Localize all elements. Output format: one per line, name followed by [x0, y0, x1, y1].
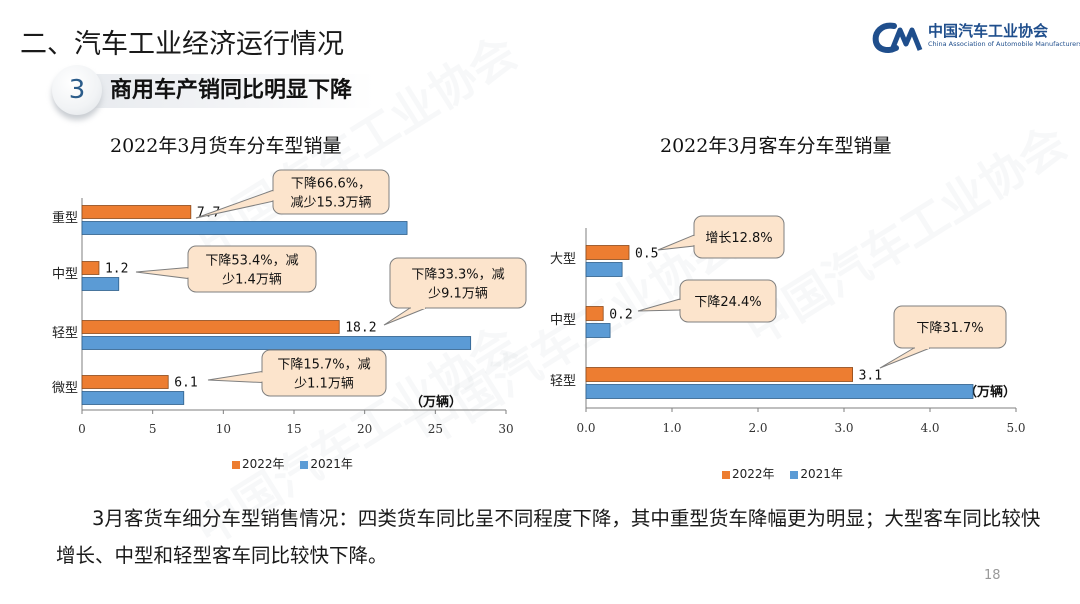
bus-callout-box — [893, 305, 1007, 349]
truck-category-label: 微型 — [52, 381, 78, 396]
section-title: 二、汽车工业经济运行情况 — [20, 29, 344, 60]
truck-callout-text: 下降15.7%，减 — [277, 358, 370, 373]
truck-callout-text: 少1.1万辆 — [294, 377, 354, 392]
bus-callout-text: 下降31.7% — [916, 321, 983, 336]
truck-callout-tail — [135, 266, 189, 280]
truck-category-label: 重型 — [52, 210, 78, 226]
bus-bar-2022 — [585, 367, 854, 382]
legend-swatch-2022 — [232, 460, 240, 469]
truck-x-tick-label: 15 — [286, 422, 301, 436]
truck-x-tick-label: 20 — [357, 422, 372, 436]
truck-callout-box — [389, 257, 527, 309]
truck-bar-2022 — [81, 205, 192, 219]
subsection-badge: 3 商用车产销同比明显下降 — [44, 62, 374, 120]
bus-category-label: 轻型 — [550, 374, 576, 389]
bus-data-label: 3.1 — [859, 369, 882, 384]
bus-x-tick-label: 4.0 — [920, 421, 939, 435]
truck-category-label: 轻型 — [52, 326, 78, 341]
page-number: 18 — [984, 568, 1001, 583]
bus-x-tick-label: 5.0 — [1006, 421, 1025, 435]
truck-chart-title: 2022年3月货车分车型销量 — [110, 135, 342, 157]
subsection-number: 3 — [52, 65, 102, 115]
summary-paragraph: 3月客货车细分车型销售情况：四类货车同比呈不同程度下降，其中重型货车降幅更为明显… — [56, 500, 1046, 574]
truck-bar-2022 — [81, 375, 169, 389]
bus-bar-2022 — [585, 306, 604, 321]
subsection-title: 商用车产销同比明显下降 — [110, 78, 353, 103]
logo: 中国汽车工业协会 China Association of Automobile… — [872, 18, 1080, 58]
bus-bar-2022 — [585, 245, 630, 260]
truck-callout-text: 少1.4万辆 — [222, 273, 282, 288]
truck-callout-text: 下降66.6%， — [291, 177, 371, 192]
truck-bar-2021 — [81, 221, 408, 235]
truck-bar-2022 — [81, 320, 340, 334]
truck-unit-label: （万辆） — [410, 394, 462, 410]
logo-name-cn: 中国汽车工业协会 — [928, 22, 1049, 40]
truck-x-tick-label: 25 — [428, 422, 443, 436]
truck-callout-tail — [195, 189, 274, 219]
truck-callout-tail — [383, 307, 427, 326]
legend-swatch-2022 — [722, 470, 730, 479]
bus-legend: 2022年 2021年 — [722, 465, 855, 482]
bus-callout-tail — [657, 234, 695, 251]
truck-x-tick-label: 5 — [149, 422, 157, 436]
bus-x-tick-label: 3.0 — [834, 421, 853, 435]
truck-bar-2021 — [81, 336, 472, 350]
truck-x-tick-label: 30 — [498, 422, 513, 436]
truck-legend: 2022年 2021年 — [232, 455, 365, 472]
legend-swatch-2021 — [790, 470, 799, 479]
truck-data-label: 6.1 — [174, 376, 197, 391]
truck-x-tick-label: 0 — [78, 422, 86, 436]
bus-bar-2021 — [585, 262, 623, 277]
bus-data-label: 0.5 — [635, 247, 658, 262]
legend-label-2021: 2021年 — [800, 467, 843, 481]
truck-bar-2021 — [81, 277, 120, 291]
truck-callout-text: 下降33.3%，减 — [411, 268, 504, 283]
bus-x-tick-label: 1.0 — [662, 421, 681, 435]
bus-bar-2021 — [585, 323, 611, 338]
truck-data-label: 1.2 — [105, 262, 128, 277]
bus-callout-text: 下降24.4% — [694, 295, 761, 310]
bus-category-label: 大型 — [550, 252, 576, 267]
bus-chart-title: 2022年3月客车分车型销量 — [660, 135, 892, 157]
bus-bar-2021 — [585, 384, 974, 399]
logo-name-en: China Association of Automobile Manufact… — [928, 40, 1080, 48]
bus-callout-tail — [637, 298, 681, 312]
truck-bar-2021 — [81, 391, 185, 405]
legend-label-2022: 2022年 — [732, 467, 775, 481]
truck-callout-text: 少9.1万辆 — [428, 287, 488, 302]
legend-label-2022: 2022年 — [242, 457, 285, 471]
legend-swatch-2021 — [300, 460, 309, 469]
truck-callout-text: 下降53.4%，减 — [205, 254, 298, 269]
bus-unit-label: （万辆） — [964, 384, 1016, 400]
bus-category-label: 中型 — [550, 313, 576, 328]
truck-category-label: 中型 — [52, 267, 78, 282]
truck-data-label: 18.2 — [345, 321, 376, 336]
bus-callout-text: 增长12.8% — [705, 231, 772, 246]
bus-x-tick-label: 2.0 — [748, 421, 767, 435]
truck-callout-tail — [207, 370, 263, 384]
truck-callout-text: 减少15.3万辆 — [291, 196, 372, 211]
bus-x-tick-label: 0.0 — [576, 421, 595, 435]
bus-data-label: 0.2 — [609, 308, 632, 323]
bus-callout-tail — [879, 347, 931, 369]
summary-text: 3月客货车细分车型销售情况：四类货车同比呈不同程度下降，其中重型货车降幅更为明显… — [56, 507, 1041, 567]
truck-x-tick-label: 10 — [216, 422, 231, 436]
cam-logo-icon — [872, 22, 923, 53]
legend-label-2021: 2021年 — [310, 457, 353, 471]
truck-bar-2022 — [81, 261, 100, 275]
